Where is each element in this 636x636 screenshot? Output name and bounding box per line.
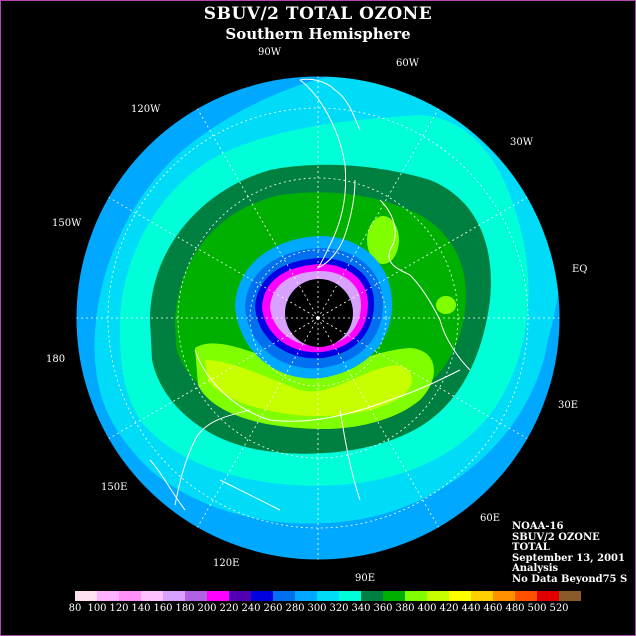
colorbar-tick-label: 260 [263,603,283,614]
colorbar-tick-label: 440 [461,603,481,614]
lon-label-150w: 150W [52,218,82,229]
lon-label-eq: EQ [572,264,588,275]
lon-label-120e: 120E [213,558,240,569]
colorbar-tick-label: 120 [109,603,129,614]
colorbar-swatch [471,591,493,601]
info-satellite: NOAA-16 [512,521,564,532]
colorbar-tick-label: 360 [373,603,393,614]
lon-label-30e: 30E [558,400,579,411]
info-instrument: SBUV/2 OZONE [512,531,600,543]
colorbar-tick-label: 180 [175,603,195,614]
colorbar-tick-label: 200 [197,603,217,614]
info-note: No Data Beyond75 S [512,573,628,585]
map-disc-outline [75,75,561,561]
colorbar-swatch [361,591,383,601]
colorbar-swatch [515,591,537,601]
colorbar-tick-label: 320 [329,603,349,614]
map-subtitle: Southern Hemisphere [225,25,411,43]
colorbar-tick-label: 100 [87,603,107,614]
colorbar-tick-label: 420 [439,603,459,614]
ozone-high-spot-2 [436,296,456,314]
colorbar-swatch [449,591,471,601]
colorbar-tick-label: 240 [241,603,261,614]
no-data-region [285,279,353,347]
colorbar [75,591,581,601]
colorbar-tick-label: 160 [153,603,173,614]
lon-label-30w: 30W [510,137,534,148]
colorbar-swatch [119,591,141,601]
lon-label-180: 180 [46,354,66,365]
colorbar-swatch [559,591,581,601]
lon-label-60w: 60W [396,58,420,69]
info-type: Analysis [512,563,559,574]
colorbar-ticks: 80 100 120 140 160 180 200 220 240 260 280 300 320 34… [60,603,592,617]
colorbar-swatch [75,591,97,601]
colorbar-swatch [405,591,427,601]
colorbar-tick-label: 220 [219,603,239,614]
colorbar-tick-label: 380 [395,603,415,614]
colorbar-swatch [97,591,119,601]
lon-label-120w: 120W [131,104,161,115]
info-panel: NOAA-16 SBUV/2 OZONE TOTAL September 13,… [512,521,628,585]
colorbar-swatch [537,591,559,601]
colorbar-swatch [273,591,295,601]
colorbar-swatch [427,591,449,601]
colorbar-swatch [493,591,515,601]
colorbar-swatch [185,591,207,601]
colorbar-swatch [207,591,229,601]
colorbar-tick-label: 80 [68,603,82,614]
map-title: SBUV/2 TOTAL OZONE [203,4,433,24]
colorbar-swatch [141,591,163,601]
ozone-high-spot-1 [367,216,399,264]
colorbar-tick-label: 460 [483,603,503,614]
colorbar-tick-label: 400 [417,603,437,614]
coastlines [149,78,471,511]
colorbar-tick-label: 140 [131,603,151,614]
lon-label-90w: 90W [258,47,282,58]
colorbar-tick-label: 300 [307,603,327,614]
lon-label-60e: 60E [480,513,501,524]
lon-label-90e: 90E [355,573,376,584]
lon-label-150e: 150E [101,482,128,493]
colorbar-swatch [383,591,405,601]
colorbar-tick-label: 500 [527,603,547,614]
info-product: TOTAL [512,542,550,553]
info-date: September 13, 2001 [512,552,625,564]
colorbar-swatch [317,591,339,601]
colorbar-swatch [163,591,185,601]
colorbar-tick-label: 280 [285,603,305,614]
colorbar-tick-label: 480 [505,603,525,614]
colorbar-tick-label: 520 [549,603,569,614]
colorbar-swatch [229,591,251,601]
colorbar-tick-label: 340 [351,603,371,614]
colorbar-swatch [295,591,317,601]
ozone-high-core [205,360,412,417]
colorbar-swatch [251,591,273,601]
colorbar-swatch [339,591,361,601]
